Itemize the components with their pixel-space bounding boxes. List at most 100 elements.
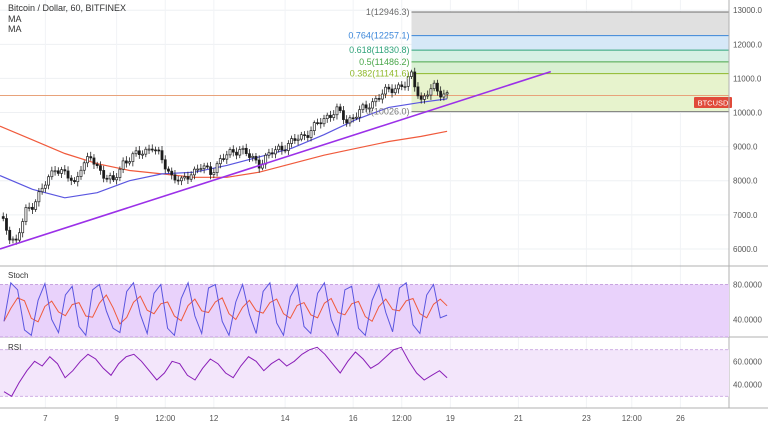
candle-body — [121, 160, 125, 170]
time-axis[interactable]: 7 9 12:00 12 14 16 12:00 19 21 23 12:00 26 — [43, 414, 685, 423]
candle-body — [86, 156, 89, 164]
time-tick-label: 12 — [209, 414, 218, 423]
candle-body — [267, 152, 271, 156]
candle-body — [180, 177, 183, 182]
candle-body — [345, 119, 349, 124]
price-tick-label: 7000.0 — [733, 211, 758, 220]
candle-body — [432, 82, 436, 90]
candle-body — [37, 191, 41, 203]
candle-body — [215, 163, 219, 173]
candle-body — [296, 138, 300, 141]
candle-body — [205, 165, 209, 168]
candle-body — [76, 176, 80, 183]
stochastic-label: Stoch — [8, 271, 28, 280]
rsi-band — [0, 349, 729, 397]
time-tick-label: 14 — [281, 414, 290, 423]
candle-body — [332, 114, 336, 118]
candle-body — [413, 71, 417, 88]
candle-body — [283, 149, 287, 152]
moving-average-slow — [0, 125, 448, 178]
candle-body — [47, 176, 51, 186]
candle-body — [196, 168, 200, 171]
price-axis[interactable]: 6000.0 7000.0 8000.0 9000.0 10000.0 11000.0 12… — [733, 6, 762, 254]
candle-body — [218, 158, 222, 165]
candle-body — [43, 184, 47, 189]
candle-body — [167, 168, 170, 172]
oscillator-tick-label: 60.0000 — [733, 357, 762, 366]
candle-body — [141, 153, 144, 156]
rsi-pane[interactable]: RSI 40.0000 60.0000 — [0, 343, 762, 397]
stochastic-band — [0, 284, 729, 337]
trendline[interactable] — [0, 70, 552, 250]
candle-body — [186, 176, 190, 180]
time-tick-label: 23 — [582, 414, 591, 423]
candle-body — [73, 180, 76, 183]
candle-body — [342, 110, 345, 120]
candle-body — [222, 158, 225, 160]
candle-body — [131, 153, 135, 162]
candle-body — [108, 175, 112, 180]
candle-body — [225, 154, 229, 160]
candle-body — [124, 160, 128, 164]
fib-level-label: 0.382(11141.6) — [350, 69, 410, 79]
price-tag-background — [694, 97, 732, 108]
fib-level-label: 0(10026.0) — [366, 107, 410, 117]
candle-body — [66, 170, 70, 179]
candle-body — [397, 84, 400, 90]
time-tick-label: 12:00 — [155, 414, 176, 423]
stochastic-axis: 40.0000 80.0000 — [733, 281, 762, 325]
candle-body — [406, 76, 410, 87]
candle-body — [419, 95, 423, 100]
candle-body — [335, 106, 339, 116]
chart-title: Bitcoin / Dollar, 60, BITFINEX — [8, 3, 127, 13]
candle-body — [277, 145, 281, 151]
time-tick-label: 16 — [349, 414, 358, 423]
candle-body — [325, 114, 329, 119]
candle-body — [69, 177, 73, 181]
candle-body — [367, 107, 371, 110]
price-grid — [0, 0, 729, 408]
fib-zone — [411, 73, 729, 112]
price-tick-label: 8000.0 — [733, 177, 758, 186]
candle-body — [176, 179, 180, 182]
candle-body — [416, 86, 420, 97]
price-tag: BTCUSD — [694, 97, 732, 108]
candle-body — [377, 98, 381, 100]
time-tick-label: 19 — [446, 414, 455, 423]
candle-body — [5, 218, 8, 231]
candle-body — [257, 159, 261, 169]
fib-level-label: 0.5(11486.2) — [359, 57, 409, 67]
indicator-ma-label: MA — [8, 24, 22, 34]
candle-body — [241, 147, 245, 150]
stochastic-band-lines — [0, 284, 729, 338]
candle-body — [231, 149, 235, 153]
moving-average-fast — [0, 98, 448, 199]
candle-body — [358, 109, 362, 118]
price-tick-label: 6000.0 — [733, 245, 758, 254]
stochastic-pane[interactable]: Stoch 40.0000 80.0000 — [0, 271, 762, 338]
candle-body — [111, 175, 115, 181]
candle-body — [361, 104, 365, 111]
candle-body — [371, 101, 375, 109]
candle-body — [400, 84, 404, 87]
candle-body — [60, 169, 63, 174]
fib-zone — [411, 50, 729, 62]
fib-zone — [411, 35, 729, 51]
price-pane[interactable]: 1(12946.3) 0.764(12257.1) 0.618(11830.8) 0.… — [0, 0, 762, 408]
price-tick-label: 11000.0 — [733, 74, 762, 83]
candle-body — [312, 122, 316, 131]
candle-body — [24, 207, 28, 222]
candle-body — [40, 187, 44, 193]
candle-body — [154, 149, 157, 152]
price-tick-label: 9000.0 — [733, 143, 758, 152]
stochastic-k-line — [3, 281, 448, 338]
time-tick-label: 12:00 — [622, 414, 643, 423]
fibonacci-retracement[interactable] — [411, 11, 729, 113]
candle-body — [338, 106, 342, 111]
candle-body — [286, 143, 290, 151]
candle-body — [192, 168, 196, 176]
candle-body — [429, 88, 433, 96]
candle-body — [351, 117, 355, 120]
stochastic-d-line — [3, 294, 448, 325]
